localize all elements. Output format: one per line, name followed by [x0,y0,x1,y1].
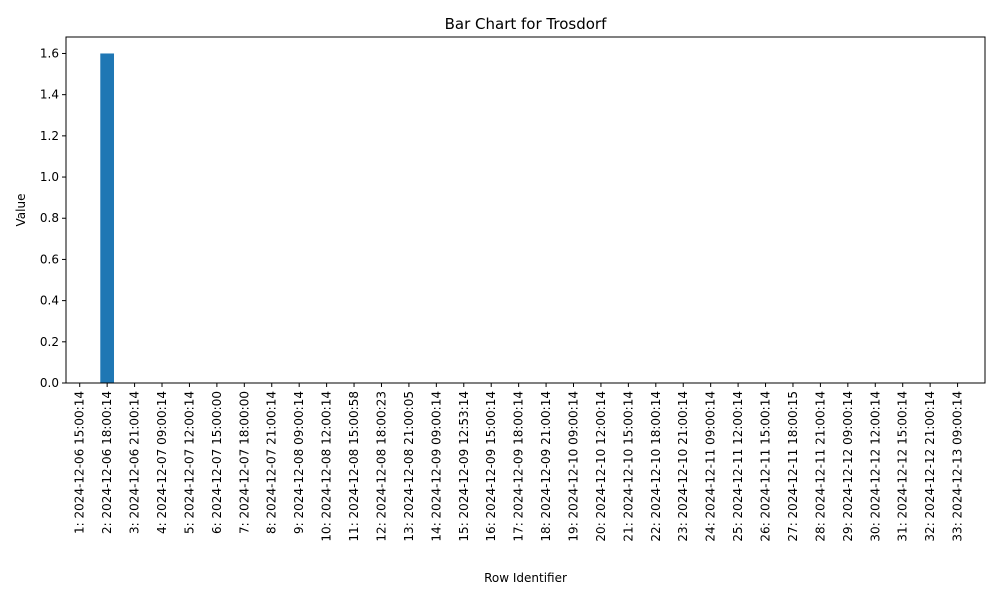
x-tick-label: 25: 2024-12-11 12:00:14 [731,391,745,542]
x-axis: 1: 2024-12-06 15:00:14 2: 2024-12-06 18:0… [73,383,965,542]
x-tick-label: 20: 2024-12-10 12:00:14 [594,391,608,542]
x-tick-label: 30: 2024-12-12 12:00:14 [868,391,882,542]
x-axis-label: Row Identifier [484,571,567,585]
plot-frame [65,36,986,384]
y-tick-label: 0.2 [40,335,59,349]
x-tick-label: 3: 2024-12-06 21:00:14 [128,391,142,534]
x-tick-label: 26: 2024-12-11 15:00:14 [759,391,773,542]
y-tick-label: 0.6 [40,252,59,266]
y-axis: 0.0 0.2 0.4 0.6 0.8 1.0 1.2 1.4 1.6 [40,46,66,390]
y-tick-label: 0.8 [40,211,59,225]
x-tick-label: 11: 2024-12-08 15:00:58 [347,391,361,542]
x-tick-label: 2: 2024-12-06 18:00:14 [100,391,114,534]
x-tick-label: 17: 2024-12-09 18:00:14 [512,391,526,542]
x-tick-label: 19: 2024-12-10 09:00:14 [567,391,581,542]
x-tick-label: 16: 2024-12-09 15:00:14 [484,391,498,542]
x-tick-label: 22: 2024-12-10 18:00:14 [649,391,663,542]
x-tick-label: 15: 2024-12-09 12:53:14 [457,391,471,542]
x-tick-label: 21: 2024-12-10 15:00:14 [621,391,635,542]
x-tick-label: 28: 2024-12-11 21:00:14 [813,391,827,542]
x-tick-label: 4: 2024-12-07 09:00:14 [155,391,169,534]
chart-title: Bar Chart for Trosdorf [445,15,607,33]
bars-group [100,53,115,383]
x-tick-label: 32: 2024-12-12 21:00:14 [923,391,937,542]
x-tick-label: 9: 2024-12-08 09:00:14 [292,391,306,534]
x-tick-label: 14: 2024-12-09 09:00:14 [429,391,443,542]
y-tick-label: 1.4 [40,88,59,102]
x-tick-label: 10: 2024-12-08 12:00:14 [320,391,334,542]
x-tick-label: 27: 2024-12-11 18:00:15 [786,391,800,542]
x-tick-label: 23: 2024-12-10 21:00:14 [676,391,690,542]
x-tick-label: 12: 2024-12-08 18:00:23 [374,391,388,542]
y-axis-label: Value [14,194,28,227]
x-tick-label: 29: 2024-12-12 09:00:14 [841,391,855,542]
y-tick-label: 0.0 [40,376,59,390]
y-tick-label: 1.6 [40,46,59,60]
x-tick-label: 1: 2024-12-06 15:00:14 [73,391,87,534]
x-tick-label: 18: 2024-12-09 21:00:14 [539,391,553,542]
x-tick-label: 13: 2024-12-08 21:00:05 [402,391,416,542]
x-tick-label: 33: 2024-12-13 09:00:14 [951,391,965,542]
x-tick-label: 5: 2024-12-07 12:00:14 [182,391,196,534]
x-tick-label: 7: 2024-12-07 18:00:00 [237,391,251,534]
y-tick-label: 1.2 [40,129,59,143]
x-tick-label: 6: 2024-12-07 15:00:00 [210,391,224,534]
x-tick-label: 31: 2024-12-12 15:00:14 [896,391,910,542]
x-tick-label: 24: 2024-12-11 09:00:14 [704,391,718,542]
bar [100,53,115,383]
x-tick-label: 8: 2024-12-07 21:00:14 [265,391,279,534]
y-tick-label: 1.0 [40,170,59,184]
y-tick-label: 0.4 [40,294,59,308]
